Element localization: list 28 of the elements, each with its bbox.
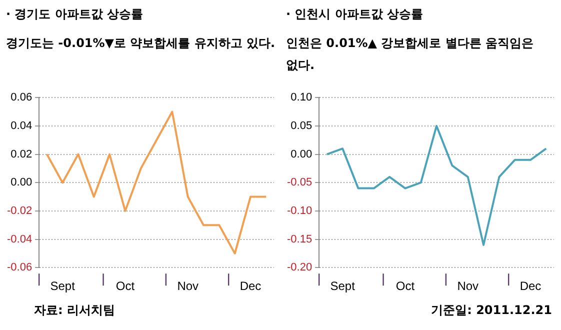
chart-subtitle: 인천은 0.01%▲ 강보합세로 별다른 움직임은 없다.	[286, 35, 535, 74]
x-tick-label: Oct	[396, 279, 416, 294]
y-tick-label: -0.06	[6, 262, 32, 274]
x-tick-label: Sept	[50, 279, 76, 294]
chart-subtitle: 경기도는 -0.01%▼로 약보합세를 유지하고 있다.	[6, 35, 276, 52]
y-tick-label: 0.04	[10, 120, 32, 132]
x-tick-label: Nov	[457, 279, 479, 294]
x-tick-label: Dec	[520, 279, 542, 294]
y-tick-label: 0.02	[10, 148, 32, 160]
chart-title: · 경기도 아파트값 상승률	[6, 6, 144, 23]
y-tick-label: 0.05	[290, 120, 312, 132]
y-tick-label: 0.06	[10, 92, 32, 104]
x-tick-label: Oct	[116, 279, 136, 294]
y-tick-label: -0.04	[6, 233, 32, 246]
text: 기준일: 2011.12.21	[431, 302, 552, 319]
y-tick-label: -0.10	[286, 204, 312, 217]
chart-title: · 인천시 아파트값 상승률	[286, 6, 424, 23]
y-tick-label: 0.00	[10, 176, 32, 189]
text: 자료: 리서치팀	[34, 302, 115, 319]
y-tick-label: 0.10	[290, 92, 312, 104]
x-tick-label: Nov	[177, 279, 199, 294]
y-tick-label: 0.00	[290, 148, 312, 160]
y-tick-label: -0.15	[286, 233, 312, 246]
y-tick-label: -0.20	[286, 262, 312, 274]
x-tick-label: Sept	[330, 279, 356, 294]
y-tick-label: -0.02	[6, 204, 32, 217]
x-tick-label: Dec	[240, 279, 262, 294]
y-tick-label: -0.05	[286, 176, 312, 189]
